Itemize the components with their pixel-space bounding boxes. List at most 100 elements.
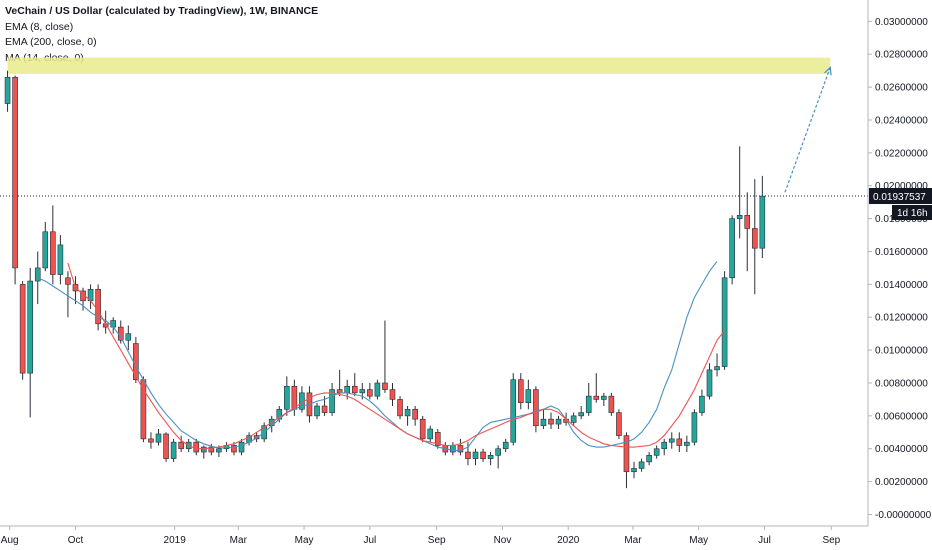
candle — [125, 325, 132, 351]
x-tick-label: 2020 — [557, 535, 580, 546]
y-tick-label: 0.01200000 — [875, 313, 928, 324]
legend-ema200: EMA (200, close, 0) — [5, 36, 97, 48]
candle — [631, 461, 637, 479]
candle-body — [691, 412, 698, 443]
candle — [721, 271, 728, 370]
candle — [4, 70, 11, 112]
candle-body — [200, 446, 207, 453]
candle-body — [517, 379, 524, 404]
candle-body — [495, 448, 501, 456]
candle-body — [419, 418, 426, 440]
candle — [57, 235, 64, 285]
candle-body — [95, 288, 101, 325]
candle-body — [4, 76, 11, 104]
candle — [691, 409, 698, 446]
candle-body — [359, 389, 366, 394]
candle-body — [163, 433, 169, 459]
projection-arrow-line — [784, 67, 831, 193]
candle — [223, 442, 230, 453]
price-tag-value: 0.01937537 — [873, 192, 926, 203]
candle — [517, 373, 524, 410]
candle — [601, 392, 607, 407]
candle-body — [706, 369, 713, 397]
candle-body — [751, 228, 758, 249]
candle-body — [125, 333, 132, 341]
candle — [253, 432, 260, 443]
candle-body — [427, 428, 434, 440]
y-tick-label: 0.01000000 — [875, 346, 928, 357]
candle-body — [389, 389, 396, 400]
legend-ema8: EMA (8, close) — [5, 20, 74, 33]
candle — [661, 438, 668, 456]
candle — [570, 412, 577, 426]
candle-body — [314, 405, 320, 417]
candle — [389, 382, 396, 407]
candle — [178, 435, 184, 453]
candle — [87, 284, 94, 310]
candle — [95, 284, 101, 331]
candle-body — [412, 408, 418, 420]
candle-body — [321, 405, 328, 413]
y-tick-label: 0.02800000 — [875, 50, 928, 61]
candle-body — [472, 451, 479, 459]
candle — [336, 369, 343, 397]
candle-body — [57, 244, 64, 275]
candle-body — [608, 395, 615, 413]
candle — [623, 432, 630, 489]
candle-body — [668, 438, 675, 443]
candle-body — [291, 385, 298, 410]
x-tick-label: Nov — [494, 535, 512, 546]
candle — [42, 221, 49, 272]
y-tick-label: 0.02400000 — [875, 115, 928, 126]
candle — [155, 429, 162, 446]
candle-body — [34, 267, 41, 282]
candle — [434, 429, 441, 449]
x-tick-label: Mar — [230, 535, 248, 546]
candle-body — [367, 389, 373, 397]
candle-body — [155, 433, 162, 443]
candle — [533, 386, 539, 433]
candle — [427, 425, 434, 443]
candle-body — [487, 455, 494, 459]
candle-body — [344, 385, 351, 394]
candle-body — [27, 280, 33, 374]
candle-body — [593, 395, 600, 400]
candle — [163, 432, 169, 462]
candle-body — [653, 448, 660, 456]
candle — [744, 192, 751, 272]
candle — [548, 412, 554, 430]
candle — [729, 215, 735, 285]
candle-body — [382, 382, 388, 390]
candle-body — [555, 418, 562, 425]
candle-body — [148, 438, 154, 443]
x-tick-label: 2019 — [164, 535, 187, 546]
candle — [578, 406, 584, 420]
x-tick-label: Aug — [1, 535, 19, 546]
candle — [50, 205, 56, 285]
candle-body — [231, 445, 237, 453]
candle-body — [661, 441, 668, 450]
candle — [367, 382, 373, 400]
candle-body — [50, 231, 56, 275]
candle — [351, 373, 358, 397]
target-zone-rect — [7, 57, 831, 74]
candle — [419, 415, 426, 443]
candle — [736, 146, 743, 239]
candle-body — [42, 231, 49, 269]
candle-body — [759, 195, 766, 249]
y-tick-label: 0.02600000 — [875, 83, 928, 94]
candle-body — [585, 395, 592, 413]
candle — [555, 415, 562, 430]
candle — [759, 175, 766, 259]
candle-body — [616, 412, 622, 436]
candle-body — [208, 446, 215, 453]
candle — [404, 406, 411, 426]
candle-body — [510, 379, 517, 443]
candle-body — [65, 277, 71, 285]
candle — [668, 432, 675, 449]
candle-body — [684, 441, 690, 446]
ema8-line — [37, 261, 718, 451]
candle — [653, 445, 660, 459]
candle — [276, 406, 283, 423]
